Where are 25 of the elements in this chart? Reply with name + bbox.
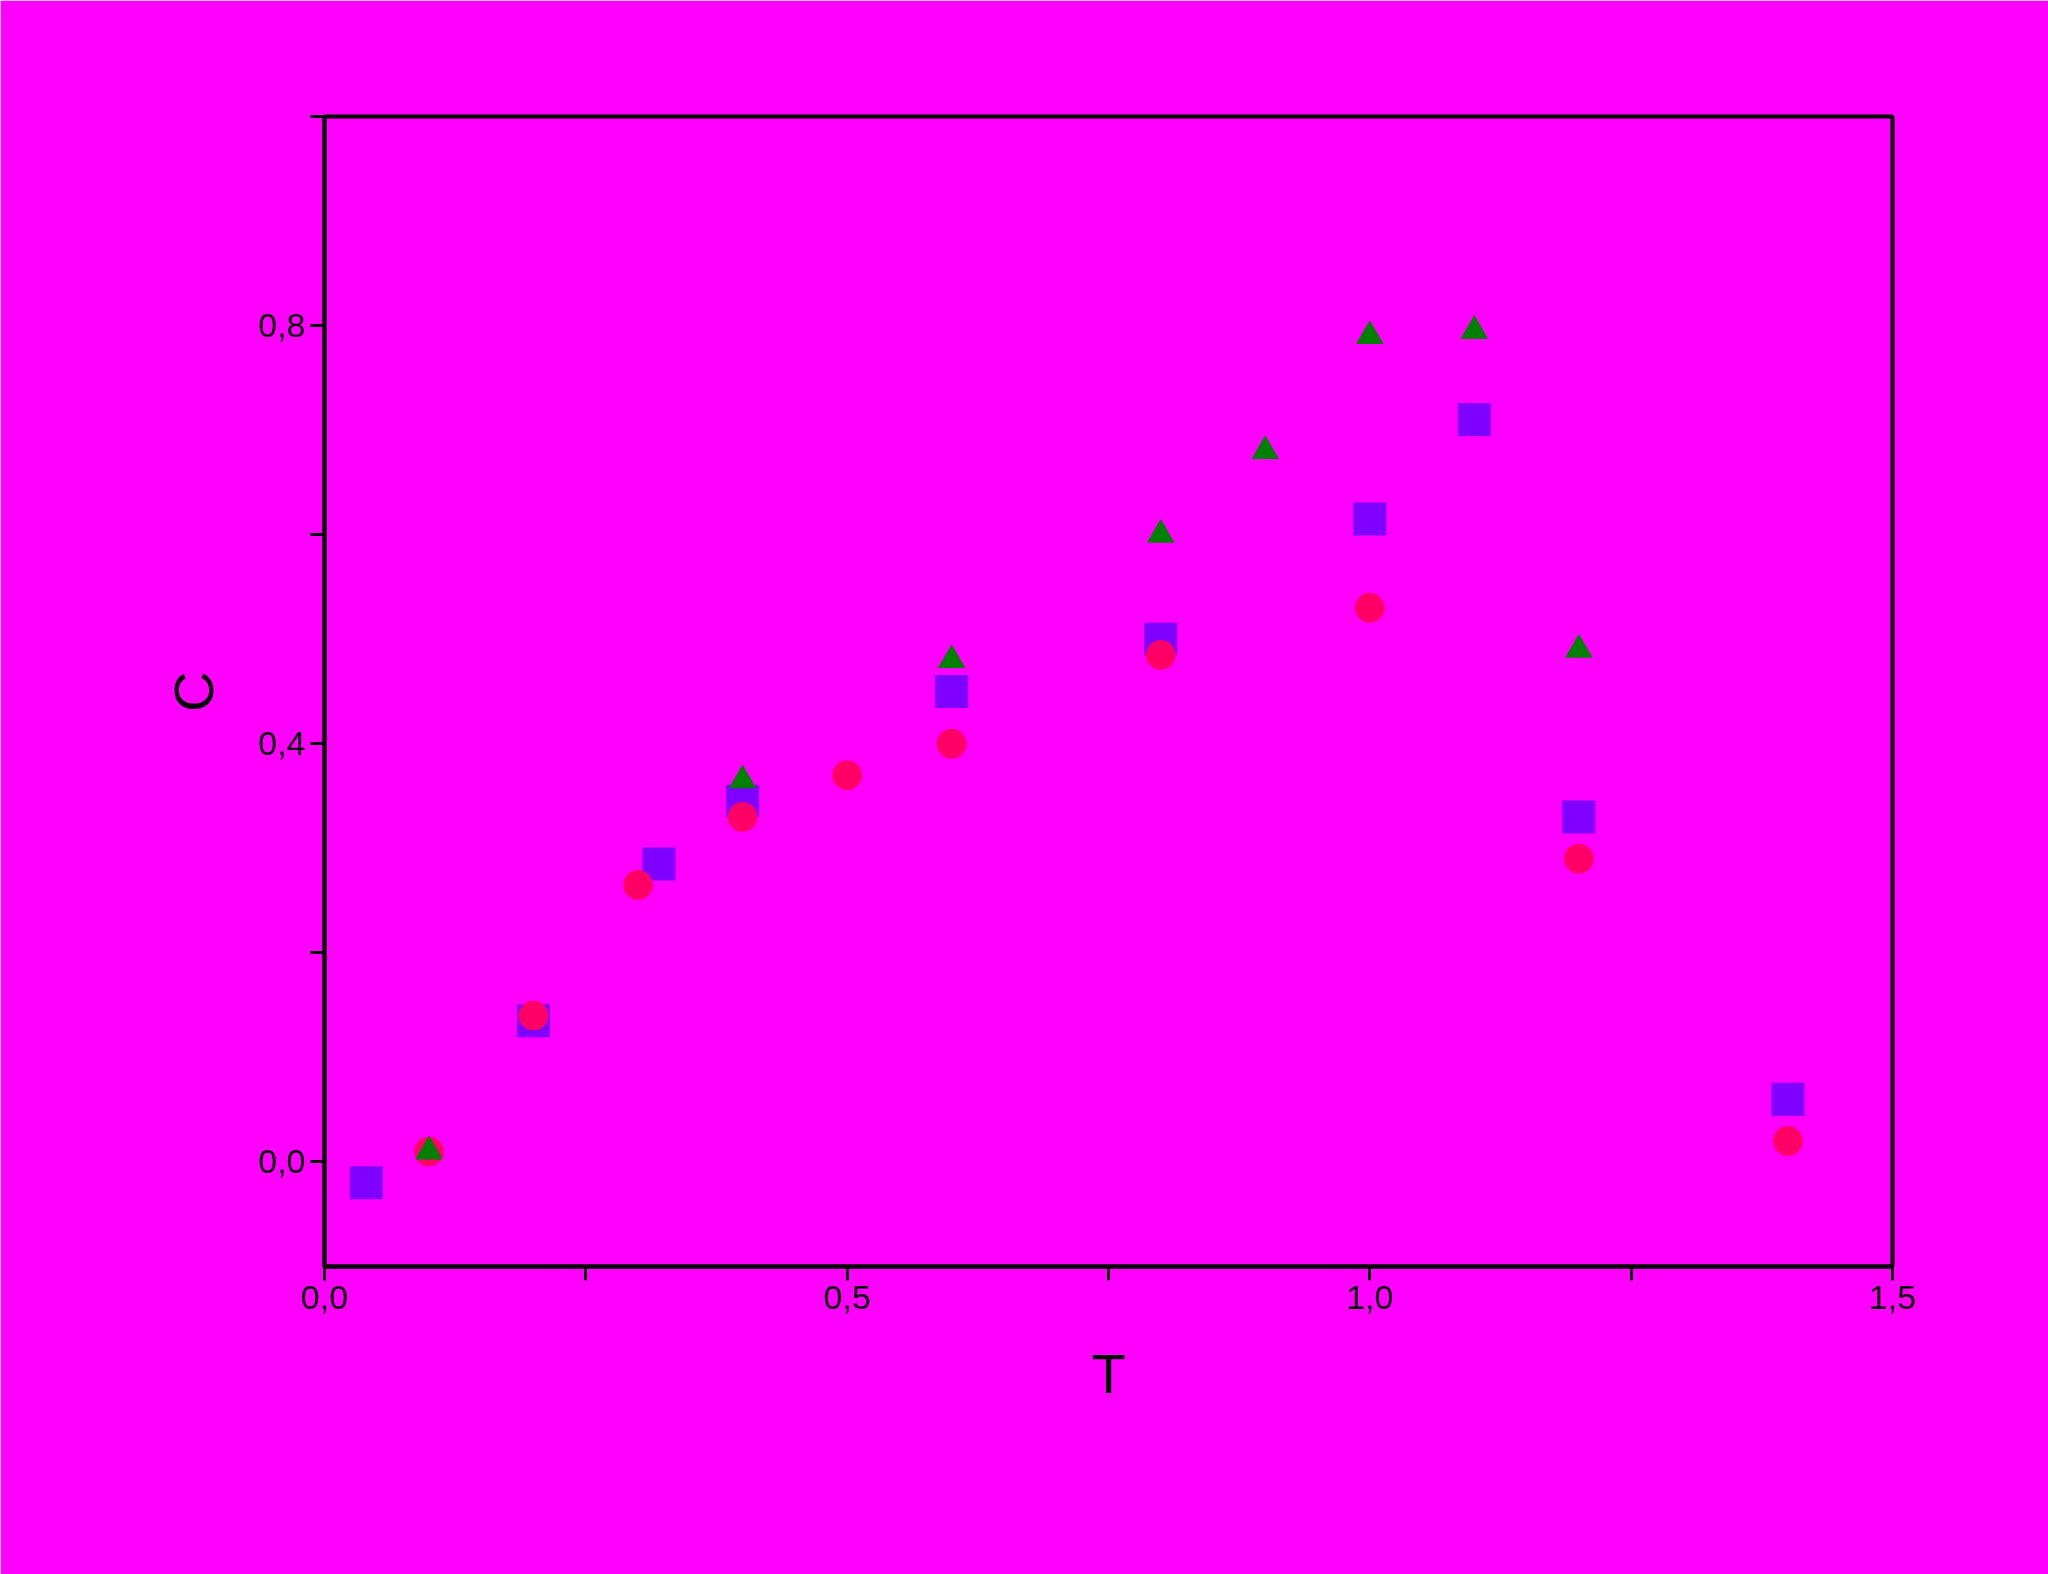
y-axis-title: C [162, 671, 226, 712]
point [1562, 800, 1596, 834]
point [1457, 403, 1491, 437]
point [642, 847, 676, 881]
point [935, 675, 969, 708]
x-tick-label: 0,0 [300, 1277, 349, 1316]
point [349, 1166, 383, 1200]
point [832, 760, 863, 791]
point [623, 869, 654, 900]
point [936, 728, 967, 759]
x-tick-label: 0,5 [823, 1277, 871, 1316]
point [1772, 1126, 1803, 1157]
x-tick-label: 1,0 [1346, 1277, 1394, 1316]
point [1145, 639, 1176, 670]
point [518, 1000, 549, 1031]
point [1353, 502, 1387, 536]
point [1771, 1082, 1805, 1116]
x-tick-label: 1,5 [1868, 1277, 1917, 1316]
point [1354, 592, 1385, 623]
point [1563, 843, 1594, 874]
x-axis-title: T [1091, 1341, 1126, 1405]
point [727, 801, 758, 832]
y-tick-label: 0,4 [258, 724, 306, 763]
y-tick-label: 0,8 [258, 306, 306, 345]
y-tick-label: 0,0 [258, 1142, 306, 1181]
